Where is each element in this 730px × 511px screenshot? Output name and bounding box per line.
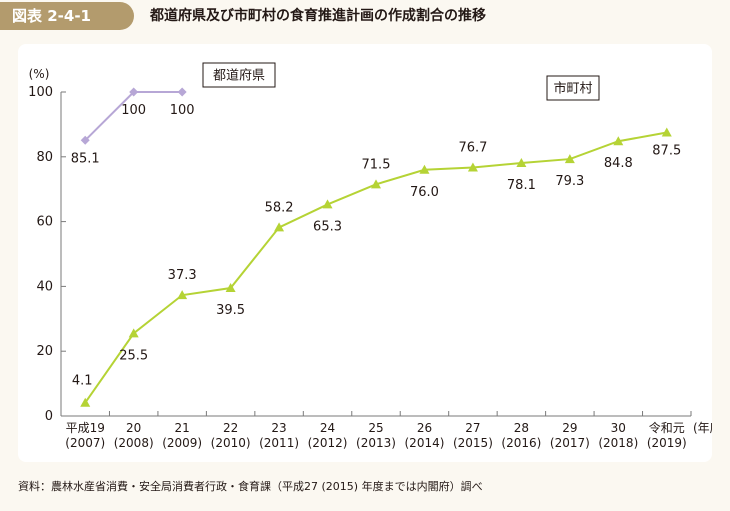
x-tick-label: 28	[514, 421, 529, 435]
municipality-point	[564, 154, 575, 164]
y-tick-label: 100	[28, 85, 53, 100]
municipality-point	[661, 127, 672, 137]
municipality-point	[419, 164, 430, 174]
municipality-point	[371, 179, 381, 189]
municipality-data-label: 4.1	[72, 374, 93, 389]
y-tick-label: 60	[36, 215, 53, 230]
x-tick-label: 令和元	[649, 420, 685, 435]
legend-municipality: 市町村	[553, 81, 592, 97]
x-tick-year-label: (2012)	[308, 436, 348, 450]
line-chart: 020406080100(%)平成19(2007)20(2008)21(2009…	[28, 62, 712, 450]
x-tick-label: 30	[611, 421, 626, 435]
municipality-data-label: 76.7	[458, 140, 487, 155]
municipality-data-label: 84.8	[604, 156, 633, 171]
prefecture-point	[80, 135, 90, 145]
x-tick-label: 26	[417, 421, 432, 435]
municipality-point	[128, 328, 139, 338]
x-tick-label: 29	[562, 421, 577, 435]
x-tick-year-label: (2018)	[598, 436, 638, 450]
prefecture-data-label: 100	[170, 103, 195, 118]
figure-title: 都道府県及び市町村の食育推進計画の作成割合の推移	[150, 8, 486, 24]
municipality-data-label: 87.5	[652, 144, 681, 159]
municipality-data-label: 76.0	[410, 185, 439, 200]
figure-label: 図表 2-4-1	[0, 2, 134, 30]
x-tick-year-label: (2010)	[211, 436, 251, 450]
municipality-point	[274, 222, 285, 232]
figure-header: 図表 2-4-1 都道府県及び市町村の食育推進計画の作成割合の推移	[0, 0, 730, 34]
prefecture-point	[177, 87, 187, 97]
y-tick-label: 20	[36, 344, 53, 359]
x-tick-label: 22	[223, 421, 238, 435]
municipality-point	[613, 136, 624, 146]
legend-prefecture: 都道府県	[213, 69, 265, 84]
prefecture-point	[129, 87, 139, 97]
municipality-data-label: 71.5	[362, 157, 391, 172]
municipality-point	[322, 199, 333, 209]
x-tick-label: 27	[465, 421, 480, 435]
x-tick-year-label: (2015)	[453, 436, 493, 450]
municipality-data-label: 39.5	[216, 303, 245, 318]
y-axis-unit: (%)	[29, 67, 50, 81]
municipality-data-label: 58.2	[265, 200, 294, 215]
x-axis-unit: (年度)	[693, 420, 712, 435]
y-tick-label: 80	[36, 150, 53, 165]
municipality-point	[467, 162, 478, 172]
legend-municipality-box	[546, 75, 600, 101]
x-tick-label: 25	[368, 421, 383, 435]
municipality-data-label: 37.3	[168, 268, 197, 283]
municipality-data-label: 78.1	[507, 178, 536, 193]
source-note: 資料：農林水産省消費・安全局消費者行政・食育課（平成27 (2015) 年度まで…	[18, 480, 483, 493]
municipality-data-label: 25.5	[119, 348, 148, 363]
prefecture-data-label: 85.1	[71, 151, 100, 166]
municipality-data-label: 79.3	[555, 174, 584, 189]
x-tick-label: 20	[126, 421, 141, 435]
x-tick-year-label: (2007)	[65, 436, 105, 450]
x-tick-year-label: (2016)	[501, 436, 541, 450]
municipality-point	[80, 397, 91, 407]
x-tick-year-label: (2019)	[647, 436, 687, 450]
x-tick-year-label: (2017)	[550, 436, 590, 450]
chart-panel: 0 20 40 60 80 100 (%) 平成19 (2007) 20 (2008) 21 (2009…	[18, 44, 712, 462]
x-tick-label: 23	[271, 421, 286, 435]
prefecture-data-label: 100	[121, 103, 146, 118]
y-tick-label: 40	[36, 279, 53, 294]
municipality-point	[516, 157, 527, 167]
municipality-point	[177, 290, 188, 300]
x-tick-year-label: (2011)	[259, 436, 299, 450]
x-tick-year-label: (2014)	[405, 436, 445, 450]
y-tick-label: 0	[45, 409, 53, 424]
x-tick-year-label: (2009)	[162, 436, 202, 450]
x-tick-label: 平成19	[66, 421, 105, 435]
municipality-data-label: 65.3	[313, 219, 342, 234]
x-tick-year-label: (2013)	[356, 436, 396, 450]
x-tick-label: 24	[320, 421, 335, 435]
municipality-point	[225, 283, 236, 293]
x-tick-label: 21	[175, 421, 190, 435]
x-tick-year-label: (2008)	[114, 436, 154, 450]
legend-prefecture-box	[202, 62, 276, 88]
